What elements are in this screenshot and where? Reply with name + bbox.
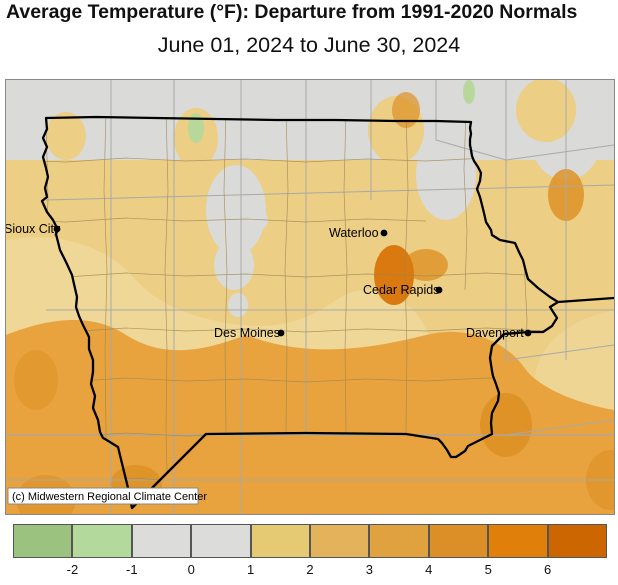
svg-text:Sioux City: Sioux City (6, 222, 61, 236)
svg-text:Des Moines: Des Moines (214, 326, 280, 340)
svg-text:(c) Midwestern Regional Climat: (c) Midwestern Regional Climate Center (12, 491, 207, 503)
svg-text:Waterloo: Waterloo (329, 226, 379, 240)
svg-text:Davenport: Davenport (466, 326, 524, 340)
svg-text:Cedar Rapids: Cedar Rapids (363, 283, 439, 297)
